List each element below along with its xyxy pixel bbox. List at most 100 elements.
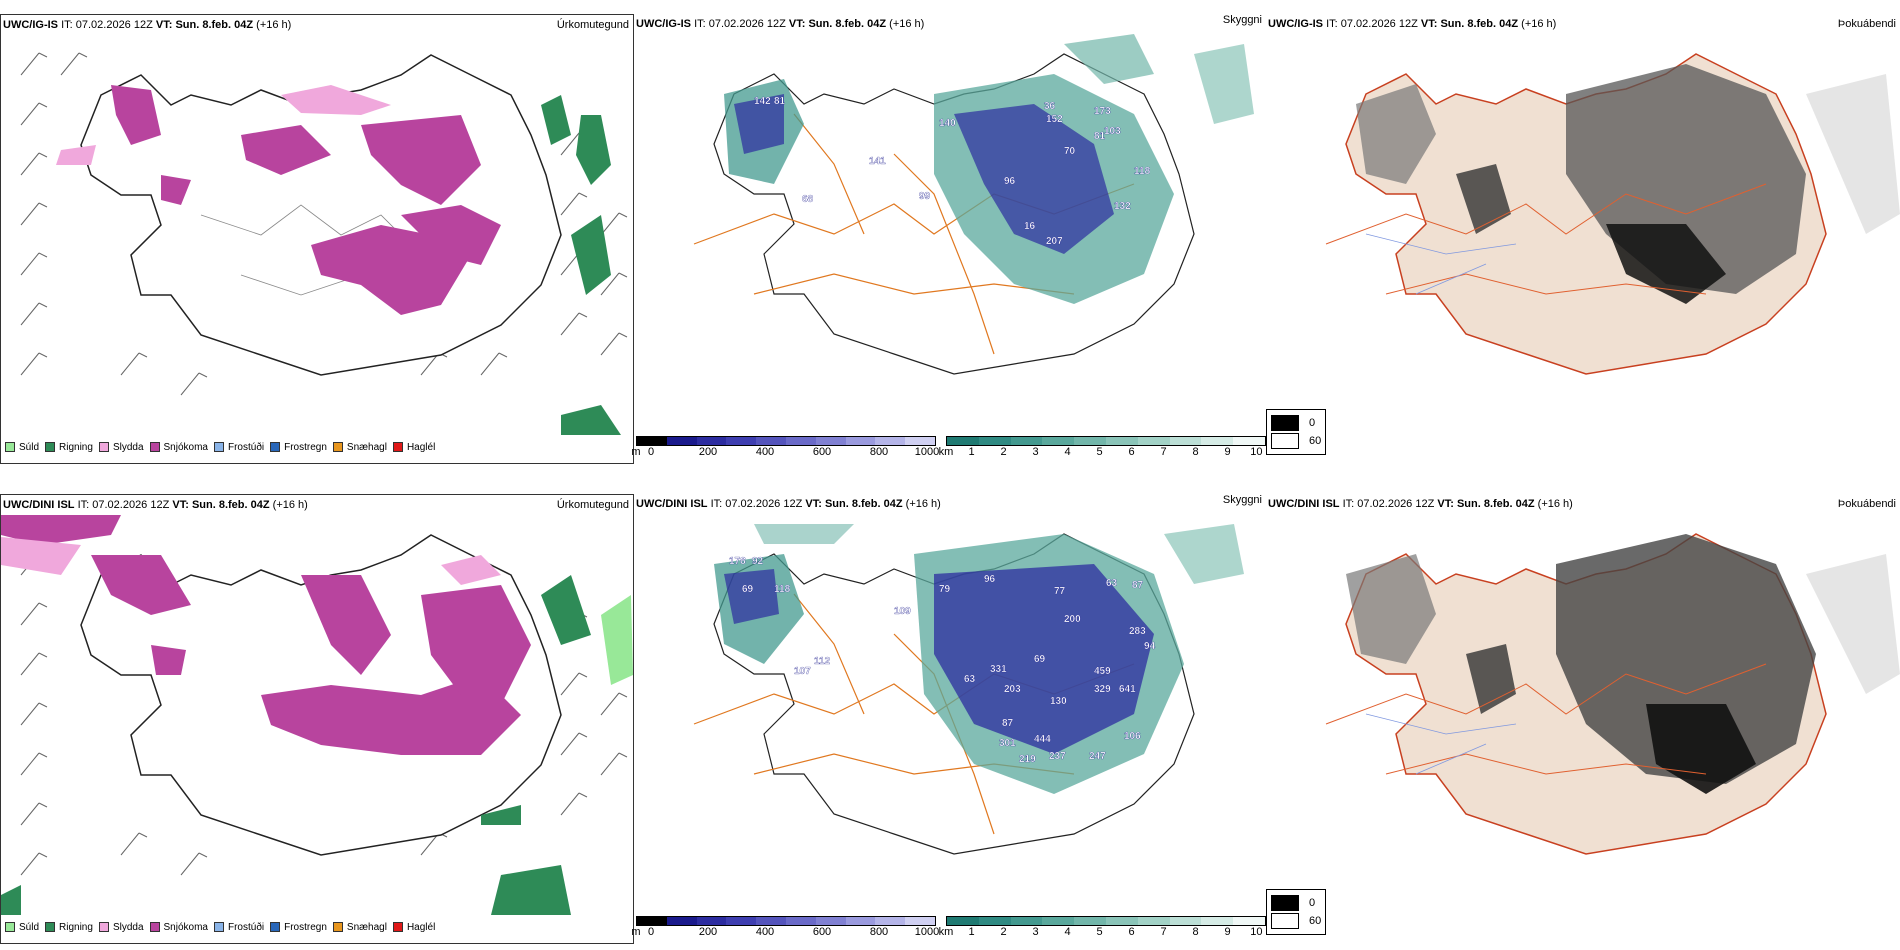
precip-legend: Súld Rigning Slydda Snjókoma Frostúði Fr… [5,917,435,937]
visibility-map: 142 81 140 141 68 99 96 36 16 152 207 17… [693,34,1254,375]
legend-item-drizzle: Súld [5,442,39,453]
legend-item-sleet: Slydda [98,922,144,933]
panel-header: UWC/IG-IS IT: 07.02.2026 12Z VT: Sun. 8.… [636,14,1262,30]
svg-text:118: 118 [1134,166,1151,177]
ceiling-scale: m 0 200 400 600 800 1000 [631,916,940,940]
panel-title: Úrkomutegund [556,19,629,31]
svg-text:142: 142 [754,96,771,107]
panel-header: UWC/DINI ISL IT: 07.02.2026 12Z VT: Sun.… [636,494,1262,510]
svg-text:36: 36 [1044,101,1056,112]
precip-type-panel-row2: UWC/DINI ISL IT: 07.02.2026 12Z VT: Sun.… [0,494,634,944]
panel-title: Þokuábendi [1837,18,1896,30]
svg-text:92: 92 [752,556,764,567]
legend-item-hail: Haglél [392,442,435,453]
svg-text:118: 118 [774,584,791,595]
svg-text:237: 237 [1049,751,1066,762]
precip-areas [56,85,621,435]
fog-indicator-map [1325,533,1900,855]
svg-text:79: 79 [939,584,951,595]
panel-header: UWC/IG-IS IT: 07.02.2026 12Z VT: Sun. 8.… [1268,18,1896,30]
svg-text:141: 141 [869,156,886,167]
legend-item-hail: Haglél [392,922,435,933]
visibility-scale-bar [946,916,1266,926]
svg-text:87: 87 [1132,580,1144,591]
fog-indicator-map [1325,53,1900,375]
ceiling-scale-ticks: m 0 200 400 600 800 1000 [631,446,940,458]
panel-header: UWC/DINI ISL IT: 07.02.2026 12Z VT: Sun.… [1268,498,1896,510]
visibility-scale-ticks: km 1 2 3 4 5 6 7 8 9 10 [938,926,1263,938]
svg-text:301: 301 [999,738,1016,749]
visibility-map: 178 92 69 118 107 112 109 79 96 77 63 87… [693,524,1244,855]
visibility-scale: km 1 2 3 4 5 6 7 8 9 10 [938,916,1266,940]
fog-indicator-panel-row2: UWC/DINI ISL IT: 07.02.2026 12Z VT: Sun.… [1266,494,1900,944]
svg-text:329: 329 [1094,684,1111,695]
svg-text:109: 109 [894,606,911,617]
svg-text:219: 219 [1019,754,1036,765]
svg-text:459: 459 [1094,666,1111,677]
fog-opacity-legend: 0 60 [1266,409,1327,455]
svg-text:200: 200 [1064,614,1081,625]
legend-item-rain: Rigning [45,442,93,453]
legend-item-rain: Rigning [45,922,93,933]
svg-text:63: 63 [1106,578,1118,589]
ceiling-scale-ticks: m 0 200 400 600 800 1000 [631,926,940,938]
legend-item-snow-pellets: Snæhagl [332,442,387,453]
svg-text:99: 99 [919,191,931,202]
svg-text:331: 331 [990,664,1007,675]
legend-item-sleet: Slydda [98,442,144,453]
panel-header: UWC/DINI ISL IT: 07.02.2026 12Z VT: Sun.… [3,499,629,511]
svg-text:283: 283 [1129,626,1146,637]
legend-item-freezing-rain: Frostregn [270,922,327,933]
precip-legend: Súld Rigning Slydda Snjókoma Frostúði Fr… [5,437,435,457]
panel-title: Skyggni [1222,494,1262,506]
svg-text:203: 203 [1004,684,1021,695]
svg-text:106: 106 [1124,731,1141,742]
panel-title: Úrkomutegund [556,499,629,511]
svg-text:77: 77 [1054,586,1066,597]
svg-text:173: 173 [1094,106,1111,117]
visibility-panel-row2: UWC/DINI ISL IT: 07.02.2026 12Z VT: Sun.… [631,494,1266,944]
svg-text:107: 107 [794,666,811,677]
visibility-scale: km 1 2 3 4 5 6 7 8 9 10 [938,436,1266,460]
svg-text:69: 69 [742,584,754,595]
fog-shading [1356,64,1900,304]
ceiling-labels: 178 92 69 118 107 112 109 79 96 77 63 87… [729,556,1156,765]
ceiling-scale-bar [636,916,936,926]
fog-shading [1346,534,1900,794]
visibility-scale-ticks: km 1 2 3 4 5 6 7 8 9 10 [938,446,1263,458]
svg-text:63: 63 [964,674,976,685]
visibility-fields [724,34,1254,304]
svg-text:81: 81 [774,96,786,107]
panel-title: Þokuábendi [1837,498,1896,510]
legend-item-snow: Snjókoma [149,442,208,453]
svg-text:112: 112 [814,656,831,667]
svg-text:207: 207 [1046,236,1063,247]
svg-text:68: 68 [802,194,814,205]
legend-item-drizzle: Súld [5,922,39,933]
svg-text:132: 132 [1114,201,1131,212]
ceiling-scale-bar [636,436,936,446]
legend-item-snow: Snjókoma [149,922,208,933]
visibility-scale-bar [946,436,1266,446]
precip-areas [1,515,633,915]
svg-text:641: 641 [1119,684,1136,695]
svg-text:96: 96 [984,574,996,585]
panel-header: UWC/IG-IS IT: 07.02.2026 12Z VT: Sun. 8.… [3,19,629,31]
svg-text:140: 140 [939,118,956,129]
precip-type-panel-row1: UWC/IG-IS IT: 07.02.2026 12Z VT: Sun. 8.… [0,14,634,464]
legend-item-freezing-rain: Frostregn [270,442,327,453]
svg-text:94: 94 [1144,641,1156,652]
panel-title: Skyggni [1222,14,1262,26]
ceiling-labels: 142 81 140 141 68 99 96 36 16 152 207 17… [754,96,1151,247]
precip-map [1,515,633,915]
precip-map [20,52,628,435]
visibility-fields [714,524,1244,794]
svg-text:178: 178 [729,556,746,567]
svg-text:152: 152 [1046,114,1063,125]
svg-text:444: 444 [1034,734,1051,745]
svg-text:70: 70 [1064,146,1076,157]
svg-text:87: 87 [1002,718,1014,729]
svg-text:81: 81 [1094,131,1106,142]
visibility-panel-row1: UWC/IG-IS IT: 07.02.2026 12Z VT: Sun. 8.… [631,14,1266,464]
ceiling-scale: m 0 200 400 600 800 1000 [631,436,940,460]
